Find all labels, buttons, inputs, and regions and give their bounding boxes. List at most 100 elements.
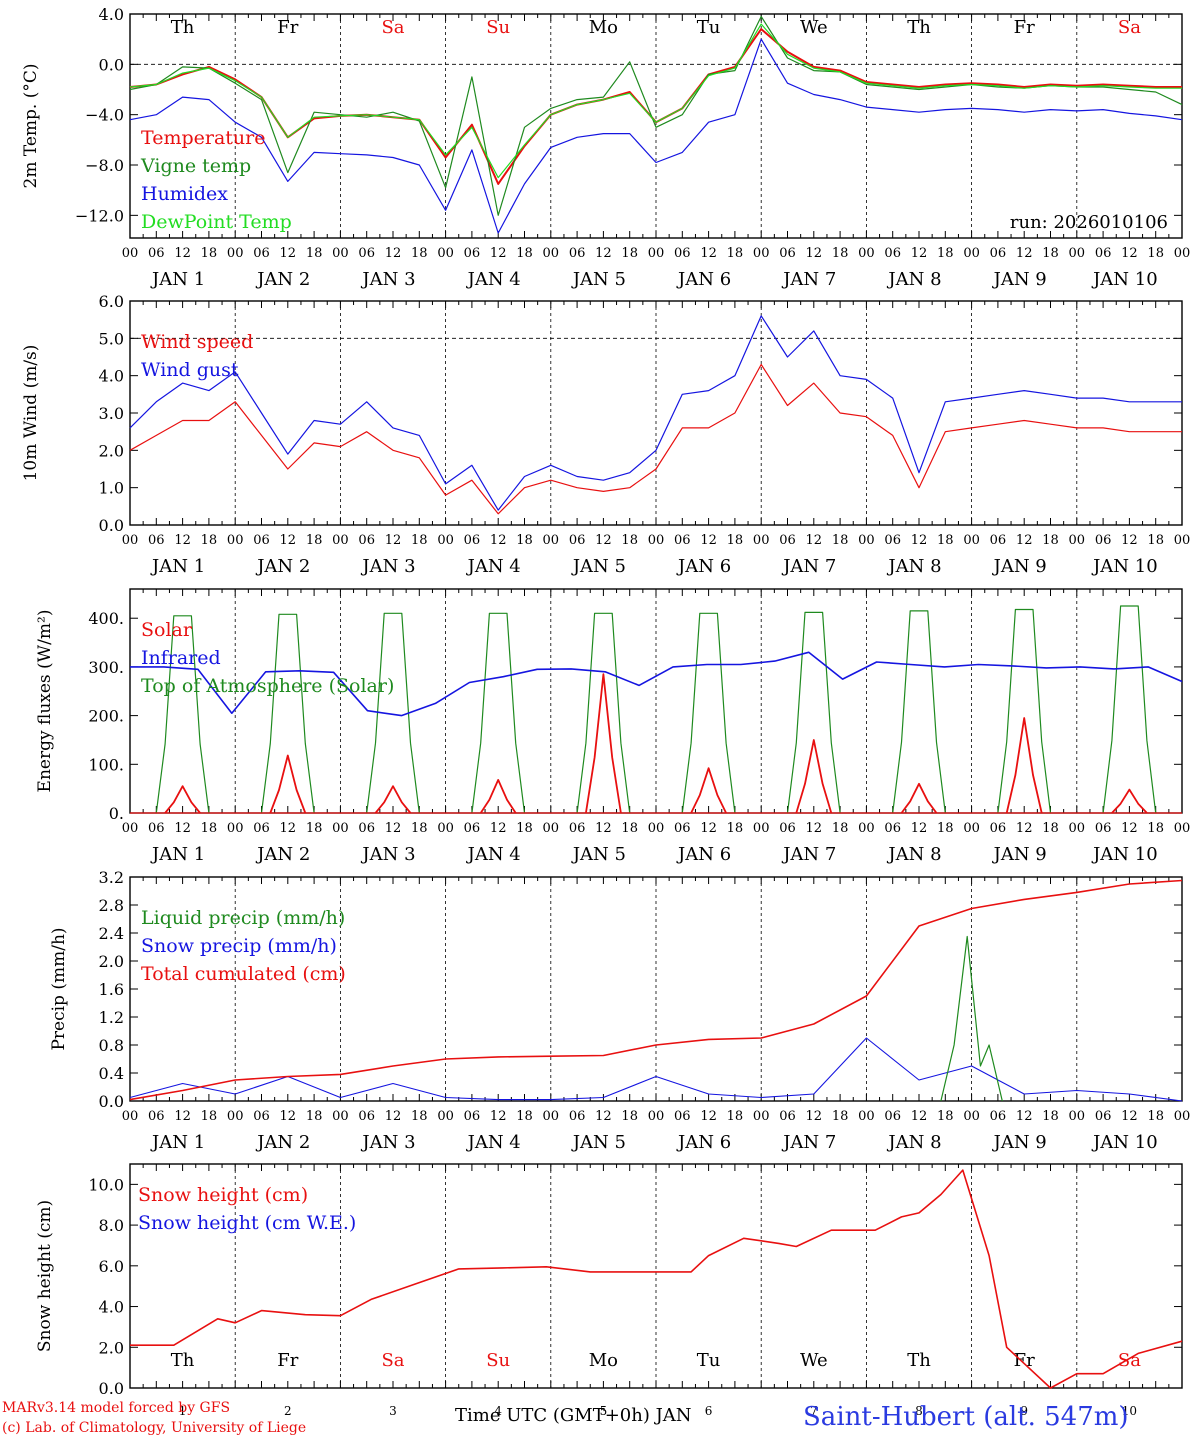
hour-tick-label: 18 xyxy=(727,821,744,836)
series-line-wind-gust xyxy=(129,315,1182,511)
hour-tick-label: 06 xyxy=(884,821,901,836)
hour-tick-label: 06 xyxy=(674,821,691,836)
hour-tick-label: 12 xyxy=(700,821,717,836)
hour-tick-label: 00 xyxy=(648,1109,665,1124)
weekday-label: Fr xyxy=(1014,1350,1035,1371)
hour-tick-label: 12 xyxy=(1121,533,1138,548)
hour-tick-label: 06 xyxy=(674,246,691,261)
day-label: JAN 6 xyxy=(676,1132,731,1153)
hour-tick-label: 12 xyxy=(1016,533,1033,548)
hour-tick-label: 18 xyxy=(306,533,323,548)
hour-tick-label: 06 xyxy=(358,1109,375,1124)
hour-tick-label: 18 xyxy=(937,821,954,836)
legend-entry: DewPoint Temp xyxy=(141,211,292,233)
day-label: JAN 1 xyxy=(150,1132,205,1153)
day-label: JAN 1 xyxy=(150,269,205,290)
day-label: JAN 4 xyxy=(466,1132,521,1153)
hour-tick-label: 12 xyxy=(1121,246,1138,261)
weekday-label: Tu xyxy=(697,17,721,38)
hour-tick-label: 12 xyxy=(1121,821,1138,836)
weekday-label: Tu xyxy=(697,1350,721,1371)
legend-entry: Temperature xyxy=(141,127,265,149)
hour-tick-label: 06 xyxy=(569,1109,586,1124)
y-tick-label: 3.2 xyxy=(99,868,124,887)
hour-tick-label: 18 xyxy=(621,533,638,548)
y-tick-label: −12.0 xyxy=(75,206,124,225)
hour-tick-label: 12 xyxy=(806,246,823,261)
hour-tick-label: 06 xyxy=(148,533,165,548)
hour-tick-label: 00 xyxy=(648,533,665,548)
hour-tick-label: 18 xyxy=(937,246,954,261)
legend-entry: Wind gust xyxy=(141,359,239,381)
day-label: JAN 10 xyxy=(1091,1132,1158,1153)
day-label: JAN 9 xyxy=(992,556,1047,577)
day-label: JAN 7 xyxy=(781,269,836,290)
y-tick-label: 0. xyxy=(109,804,124,823)
y-tick-label: 100. xyxy=(88,755,124,774)
hour-tick-label: 12 xyxy=(911,246,928,261)
y-tick-label: −8.0 xyxy=(85,156,124,175)
day-label: JAN 10 xyxy=(1091,556,1158,577)
hour-tick-label: 06 xyxy=(569,533,586,548)
solar-curve xyxy=(690,767,727,814)
day-number-label: 7 xyxy=(810,1404,818,1418)
hour-tick-label: 12 xyxy=(490,1109,507,1124)
hour-tick-label: 06 xyxy=(884,246,901,261)
day-label: JAN 2 xyxy=(255,844,310,865)
weekday-label: We xyxy=(800,1350,828,1371)
hour-tick-label: 12 xyxy=(911,533,928,548)
hour-tick-label: 12 xyxy=(595,246,612,261)
hour-tick-label: 18 xyxy=(306,246,323,261)
hour-tick-label: 06 xyxy=(1095,1109,1112,1124)
hour-tick-label: 06 xyxy=(990,1109,1007,1124)
hour-tick-label: 12 xyxy=(806,1109,823,1124)
hour-tick-label: 18 xyxy=(201,1109,218,1124)
hour-tick-label: 12 xyxy=(174,1109,191,1124)
hour-tick-label: 06 xyxy=(148,246,165,261)
hour-tick-label: 06 xyxy=(148,821,165,836)
hour-tick-label: 18 xyxy=(1147,821,1164,836)
hour-tick-label: 06 xyxy=(1095,533,1112,548)
day-label: JAN 5 xyxy=(571,844,626,865)
toa-solar-curve xyxy=(260,613,315,814)
solar-curve xyxy=(585,673,622,814)
weekday-label: Su xyxy=(486,1350,510,1371)
hour-tick-label: 12 xyxy=(280,821,297,836)
hour-tick-label: 06 xyxy=(358,246,375,261)
legend-entry: Solar xyxy=(141,619,193,641)
hour-tick-label: 18 xyxy=(516,1109,533,1124)
y-axis-title-wind: 10m Wind (m/s) xyxy=(21,345,41,482)
hour-tick-label: 00 xyxy=(963,1109,980,1124)
legend-entry: Humidex xyxy=(141,183,228,205)
toa-solar-curve xyxy=(997,608,1052,814)
day-number-label: 8 xyxy=(915,1404,923,1418)
hour-tick-label: 18 xyxy=(411,533,428,548)
day-number-label: 3 xyxy=(389,1404,397,1418)
y-tick-label: 0.8 xyxy=(99,1036,124,1055)
hour-tick-label: 12 xyxy=(280,1109,297,1124)
hour-tick-label: 12 xyxy=(700,533,717,548)
toa-solar-curve xyxy=(786,611,841,814)
hour-tick-label: 00 xyxy=(122,1109,139,1124)
hour-tick-label: 00 xyxy=(437,533,454,548)
day-label: JAN 8 xyxy=(886,844,941,865)
day-label: JAN 9 xyxy=(992,269,1047,290)
hour-tick-label: 18 xyxy=(1042,533,1059,548)
y-axis-title-precip: Precip (mm/h) xyxy=(49,927,69,1050)
y-tick-label: 3.0 xyxy=(99,404,124,423)
day-number-label: 9 xyxy=(1020,1404,1028,1418)
series-line-dewpoint-temp xyxy=(129,23,1182,179)
y-tick-label: 4.0 xyxy=(99,1298,124,1317)
day-number-label: 5 xyxy=(600,1404,608,1418)
day-label: JAN 2 xyxy=(255,269,310,290)
hour-tick-label: 06 xyxy=(884,1109,901,1124)
day-label: JAN 2 xyxy=(255,556,310,577)
hour-tick-label: 12 xyxy=(385,533,402,548)
hour-tick-label: 18 xyxy=(621,246,638,261)
hour-tick-label: 00 xyxy=(1174,821,1191,836)
legend-entry: Vigne temp xyxy=(140,155,251,177)
y-tick-label: 400. xyxy=(88,609,124,628)
hour-tick-label: 00 xyxy=(753,246,770,261)
day-label: JAN 4 xyxy=(466,269,521,290)
hour-tick-label: 06 xyxy=(779,246,796,261)
